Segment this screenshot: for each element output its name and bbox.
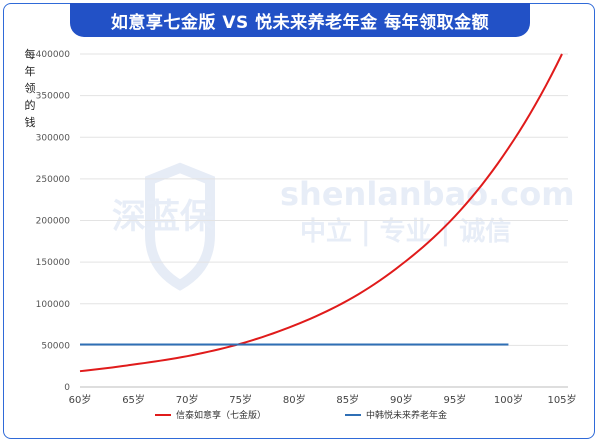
x-tick-label: 80岁 (283, 393, 306, 406)
x-tick-label: 85岁 (336, 393, 359, 406)
watermark-site: shenlanbao.com (280, 175, 575, 213)
shield-logo-icon (145, 162, 215, 291)
series-line-0 (79, 53, 563, 373)
x-tick-label: 95岁 (444, 393, 467, 406)
watermark-logo-text: 深蓝保 (112, 197, 215, 237)
series-lines (79, 53, 563, 373)
y-tick-label: 400000 (36, 50, 71, 60)
y-tick-label: 300000 (36, 133, 71, 143)
chart-title: 如意享七金版 VS 悦未来养老年金 每年领取金额 (70, 3, 530, 37)
x-axis-ticks: 60岁 65岁 70岁 75岁 80岁 85岁 90岁 95岁 100岁 105岁 (69, 393, 577, 406)
x-tick-label: 60岁 (69, 393, 92, 406)
y-tick-label: 50000 (41, 341, 70, 351)
x-tick-label: 90岁 (390, 393, 413, 406)
legend: 信泰如意享（七金版） 中韩悦未来养老年金 (155, 409, 447, 421)
watermark-slogan: 中立 | 专业 | 诚信 (300, 216, 511, 247)
y-tick-label: 350000 (36, 92, 71, 102)
x-tick-label: 100岁 (494, 393, 523, 406)
y-tick-label: 200000 (36, 217, 71, 227)
y-axis-ticks: 0 50000 100000 150000 200000 250000 300000 3500… (36, 50, 71, 393)
watermark: 深蓝保 shenlanbao.com 中立 | 专业 | 诚信 (112, 162, 575, 291)
grid (80, 53, 568, 388)
x-tick-label: 65岁 (122, 393, 145, 406)
legend-label: 中韩悦未来养老年金 (366, 409, 447, 421)
x-tick-label: 75岁 (229, 393, 252, 406)
x-tick-label: 70岁 (176, 393, 199, 406)
x-tick-label: 105岁 (547, 393, 576, 406)
y-tick-label: 100000 (36, 300, 71, 310)
y-tick-label: 150000 (36, 258, 71, 268)
y-tick-label: 250000 (36, 175, 71, 185)
legend-label: 信泰如意享（七金版） (176, 409, 266, 421)
y-tick-label: 0 (64, 383, 70, 393)
y-axis-label: 每年领的钱 (24, 48, 36, 129)
